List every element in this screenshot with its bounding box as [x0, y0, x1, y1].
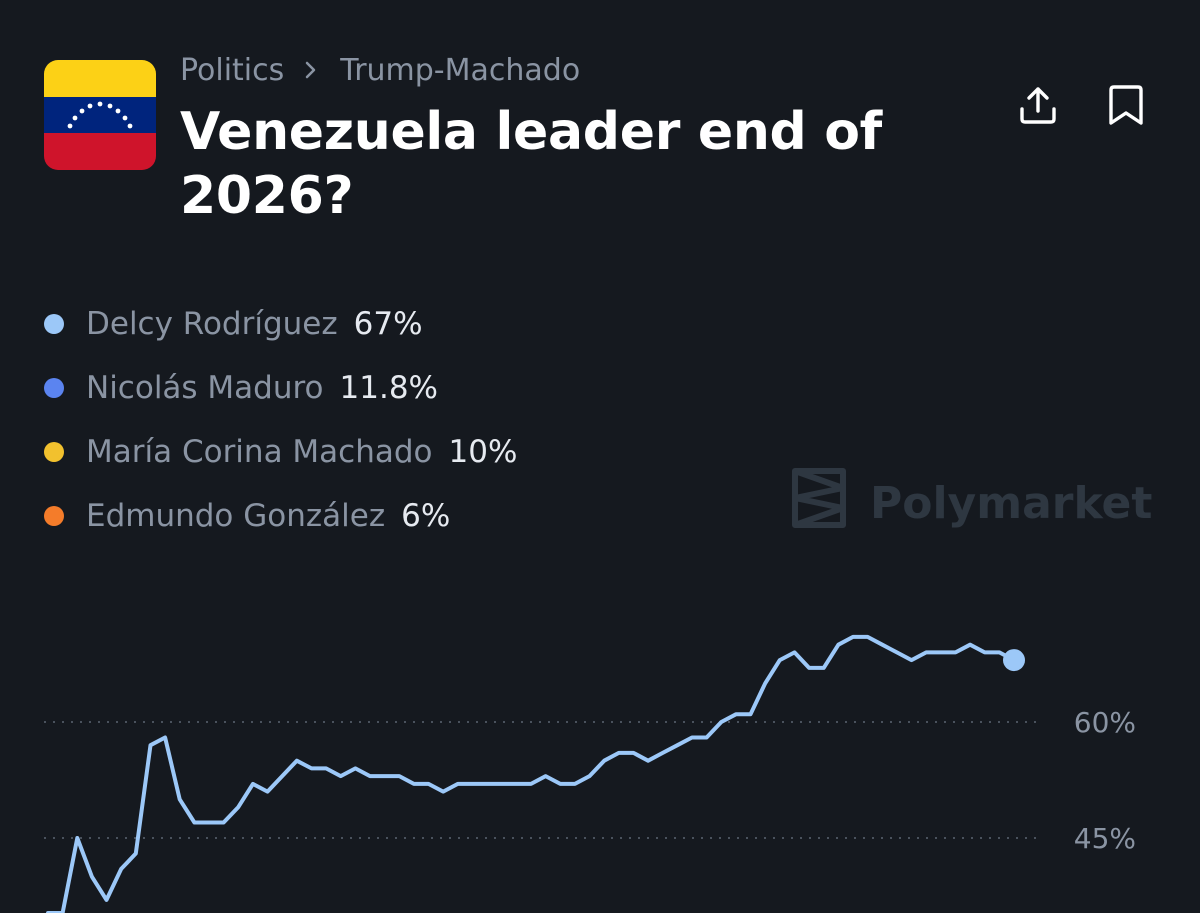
bookmark-icon [1106, 82, 1146, 132]
share-upload-icon [1016, 83, 1060, 131]
y-tick-label: 45% [1074, 822, 1136, 855]
share-button[interactable] [1012, 82, 1064, 132]
polymarket-watermark: Polymarket [790, 467, 1153, 536]
page-title: Venezuela leader end of 2026? [180, 102, 883, 226]
polymarket-logo-icon [790, 466, 870, 541]
legend-item[interactable]: Edmundo González 6% [44, 484, 517, 548]
outcome-name: María Corina Machado [86, 434, 433, 470]
watermark-text: Polymarket [870, 477, 1153, 529]
legend-dot [44, 506, 64, 526]
legend-dot [44, 314, 64, 334]
breadcrumb-category-link[interactable]: Politics [180, 52, 285, 88]
y-tick-label: 60% [1074, 706, 1136, 739]
series-end-point [1003, 649, 1025, 672]
series-line-delcy-rodriguez [46, 634, 1016, 913]
outcome-name: Delcy Rodríguez [86, 306, 338, 342]
breadcrumb-event-link[interactable]: Trump-Machado [340, 52, 581, 88]
legend-dot [44, 442, 64, 462]
outcome-probability: 6% [401, 498, 451, 534]
legend-item[interactable]: María Corina Machado 10% [44, 420, 517, 484]
probability-chart: 60% 45% [44, 634, 1136, 913]
legend-item[interactable]: Nicolás Maduro 11.8% [44, 356, 517, 420]
bookmark-button[interactable] [1100, 82, 1152, 132]
chevron-right-icon [304, 60, 318, 80]
venezuela-flag-icon [44, 60, 156, 170]
legend-dot [44, 378, 64, 398]
legend-item[interactable]: Delcy Rodríguez 67% [44, 292, 517, 356]
outcome-probability: 10% [448, 434, 518, 470]
outcome-probability: 11.8% [339, 370, 439, 406]
breadcrumb: Politics Trump-Machado [180, 50, 580, 90]
outcome-name: Nicolás Maduro [86, 370, 324, 406]
outcome-name: Edmundo González [86, 498, 386, 534]
outcome-probability: 67% [353, 306, 423, 342]
outcome-legend: Delcy Rodríguez 67% Nicolás Maduro 11.8%… [44, 292, 517, 548]
